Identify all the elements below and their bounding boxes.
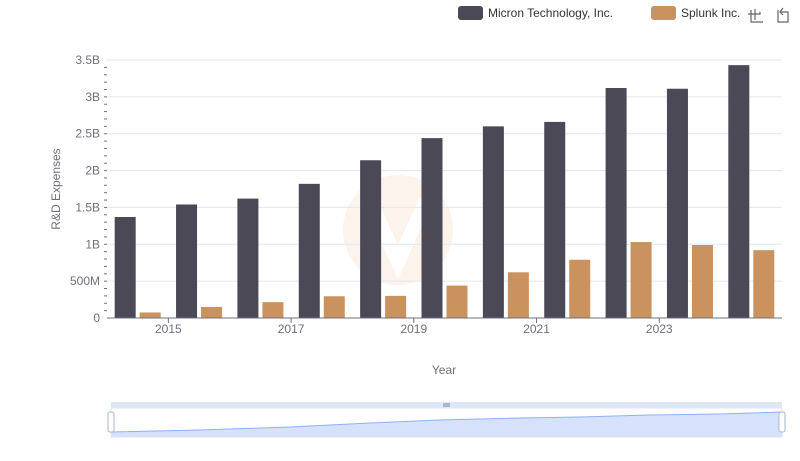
y-tick-label: 500M xyxy=(70,274,100,288)
x-tick-label: 2021 xyxy=(523,322,550,336)
bars xyxy=(114,65,775,319)
bar-micron-2022 xyxy=(605,88,627,318)
data-zoom-right-handle[interactable] xyxy=(778,411,786,433)
data-zoom-slider[interactable] xyxy=(107,402,786,438)
x-axis-labels: 2015 2017 2019 2021 2023 xyxy=(155,322,673,336)
x-tick-label: 2017 xyxy=(278,322,305,336)
x-axis-title: Year xyxy=(432,363,456,377)
legend-swatch xyxy=(651,6,676,20)
y-tick-label: 0 xyxy=(93,311,100,325)
x-tick-label: 2019 xyxy=(400,322,427,336)
y-tick-label: 2.5B xyxy=(75,127,100,141)
y-tick-label: 1.5B xyxy=(75,200,100,214)
x-tick-label: 2015 xyxy=(155,322,182,336)
legend-item-splunk[interactable]: Splunk Inc. xyxy=(651,6,740,20)
y-tick-label: 3.5B xyxy=(75,53,100,67)
bar-splunk-2016 xyxy=(262,302,284,318)
bar-splunk-2020 xyxy=(507,272,529,318)
bar-micron-2014 xyxy=(114,217,136,318)
bar-micron-2021 xyxy=(544,121,566,318)
bar-splunk-2015 xyxy=(201,306,223,318)
y-tick-label: 1B xyxy=(85,237,100,251)
data-zoom-preview-line xyxy=(110,411,783,433)
legend-label: Micron Technology, Inc. xyxy=(488,6,613,20)
bar-micron-2020 xyxy=(482,126,504,318)
y-axis-minor-ticks xyxy=(104,66,107,312)
bar-splunk-2021 xyxy=(569,259,591,318)
y-axis-labels: 0 500M 1B 1.5B 2B 2.5B 3B 3.5B xyxy=(70,53,100,325)
legend-label: Splunk Inc. xyxy=(681,6,740,20)
bar-splunk-2022 xyxy=(630,242,652,318)
legend-swatch xyxy=(458,6,483,20)
bar-splunk-2023 xyxy=(691,245,713,318)
x-axis-ticks xyxy=(167,318,660,323)
bar-micron-2016 xyxy=(237,198,259,318)
bar-splunk-2019 xyxy=(446,285,468,318)
y-axis-title: R&D Expenses xyxy=(49,148,63,229)
x-tick-label: 2023 xyxy=(646,322,673,336)
data-zoom-fill-area xyxy=(111,412,782,437)
bar-splunk-2024 xyxy=(753,250,775,318)
bar-micron-2024 xyxy=(728,65,750,318)
bar-micron-2017 xyxy=(298,183,320,318)
y-tick-label: 2B xyxy=(85,164,100,178)
bar-micron-2015 xyxy=(176,204,198,318)
restore-icon[interactable] xyxy=(777,7,789,23)
data-zoom-move-handle[interactable] xyxy=(443,403,450,407)
bar-splunk-2017 xyxy=(323,296,345,318)
bar-splunk-2014 xyxy=(139,312,161,318)
zoom-area-icon[interactable] xyxy=(748,9,763,23)
bar-micron-2019 xyxy=(421,138,443,318)
legend-item-micron[interactable]: Micron Technology, Inc. xyxy=(458,6,613,20)
legend[interactable]: Micron Technology, Inc. Splunk Inc. xyxy=(458,6,740,20)
bar-micron-2018 xyxy=(360,160,382,318)
data-zoom-left-handle[interactable] xyxy=(107,411,115,433)
bar-splunk-2018 xyxy=(385,295,407,318)
y-tick-label: 3B xyxy=(85,90,100,104)
bar-micron-2023 xyxy=(666,88,688,319)
